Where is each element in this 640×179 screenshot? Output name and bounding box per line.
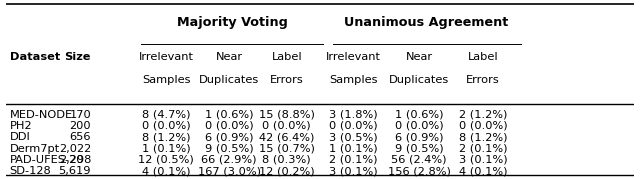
Text: Label: Label [271, 52, 302, 62]
Text: Dataset: Dataset [10, 52, 60, 62]
Text: 12 (0.5%): 12 (0.5%) [138, 155, 194, 165]
Text: Samples: Samples [329, 75, 378, 85]
Text: 200: 200 [70, 121, 91, 131]
Text: 1 (0.1%): 1 (0.1%) [142, 144, 191, 154]
Text: Irrelevant: Irrelevant [326, 52, 381, 62]
Text: 156 (2.8%): 156 (2.8%) [388, 166, 451, 176]
Text: 1 (0.6%): 1 (0.6%) [205, 110, 253, 120]
Text: Unanimous Agreement: Unanimous Agreement [344, 16, 509, 29]
Text: Label: Label [468, 52, 499, 62]
Text: Irrelevant: Irrelevant [139, 52, 194, 62]
Text: 8 (0.3%): 8 (0.3%) [262, 155, 311, 165]
Text: 5,619: 5,619 [59, 166, 91, 176]
Text: 0 (0.0%): 0 (0.0%) [329, 121, 378, 131]
Text: 0 (0.0%): 0 (0.0%) [205, 121, 253, 131]
Text: Duplicates: Duplicates [389, 75, 449, 85]
Text: 6 (0.9%): 6 (0.9%) [395, 132, 444, 142]
Text: 0 (0.0%): 0 (0.0%) [459, 121, 508, 131]
Text: 1 (0.1%): 1 (0.1%) [329, 144, 378, 154]
Text: Errors: Errors [466, 75, 500, 85]
Text: 3 (0.1%): 3 (0.1%) [459, 155, 508, 165]
Text: 3 (0.5%): 3 (0.5%) [329, 132, 378, 142]
Text: PAD-UFES-20: PAD-UFES-20 [10, 155, 84, 165]
Text: 56 (2.4%): 56 (2.4%) [391, 155, 447, 165]
Text: 8 (1.2%): 8 (1.2%) [142, 132, 191, 142]
Text: 0 (0.0%): 0 (0.0%) [262, 121, 311, 131]
Text: 0 (0.0%): 0 (0.0%) [395, 121, 444, 131]
Text: Near: Near [216, 52, 243, 62]
Text: 170: 170 [69, 110, 91, 120]
Text: 66 (2.9%): 66 (2.9%) [202, 155, 257, 165]
Text: 1 (0.6%): 1 (0.6%) [395, 110, 444, 120]
Text: MED-NODE: MED-NODE [10, 110, 73, 120]
Text: 42 (6.4%): 42 (6.4%) [259, 132, 314, 142]
Text: 4 (0.1%): 4 (0.1%) [142, 166, 191, 176]
Text: DDI: DDI [10, 132, 31, 142]
Text: Derm7pt: Derm7pt [10, 144, 60, 154]
Text: 2 (0.1%): 2 (0.1%) [459, 144, 508, 154]
Text: SD-128: SD-128 [10, 166, 51, 176]
Text: PH2: PH2 [10, 121, 32, 131]
Text: 9 (0.5%): 9 (0.5%) [205, 144, 253, 154]
Text: 15 (8.8%): 15 (8.8%) [259, 110, 315, 120]
Text: Duplicates: Duplicates [199, 75, 259, 85]
Text: Errors: Errors [270, 75, 303, 85]
Text: 2,298: 2,298 [59, 155, 91, 165]
Text: Size: Size [65, 52, 91, 62]
Text: 2 (1.2%): 2 (1.2%) [459, 110, 508, 120]
Text: 656: 656 [70, 132, 91, 142]
Text: 3 (1.8%): 3 (1.8%) [329, 110, 378, 120]
Text: 0 (0.0%): 0 (0.0%) [142, 121, 191, 131]
Text: 2 (0.1%): 2 (0.1%) [329, 155, 378, 165]
Text: 3 (0.1%): 3 (0.1%) [329, 166, 378, 176]
Text: 12 (0.2%): 12 (0.2%) [259, 166, 315, 176]
Text: Majority Voting: Majority Voting [177, 16, 287, 29]
Text: 4 (0.1%): 4 (0.1%) [459, 166, 508, 176]
Text: 2,022: 2,022 [59, 144, 91, 154]
Text: 9 (0.5%): 9 (0.5%) [395, 144, 444, 154]
Text: Near: Near [406, 52, 433, 62]
Text: 167 (3.0%): 167 (3.0%) [198, 166, 260, 176]
Text: 6 (0.9%): 6 (0.9%) [205, 132, 253, 142]
Text: 15 (0.7%): 15 (0.7%) [259, 144, 315, 154]
Text: Samples: Samples [142, 75, 191, 85]
Text: 8 (1.2%): 8 (1.2%) [459, 132, 508, 142]
Text: 8 (4.7%): 8 (4.7%) [142, 110, 191, 120]
